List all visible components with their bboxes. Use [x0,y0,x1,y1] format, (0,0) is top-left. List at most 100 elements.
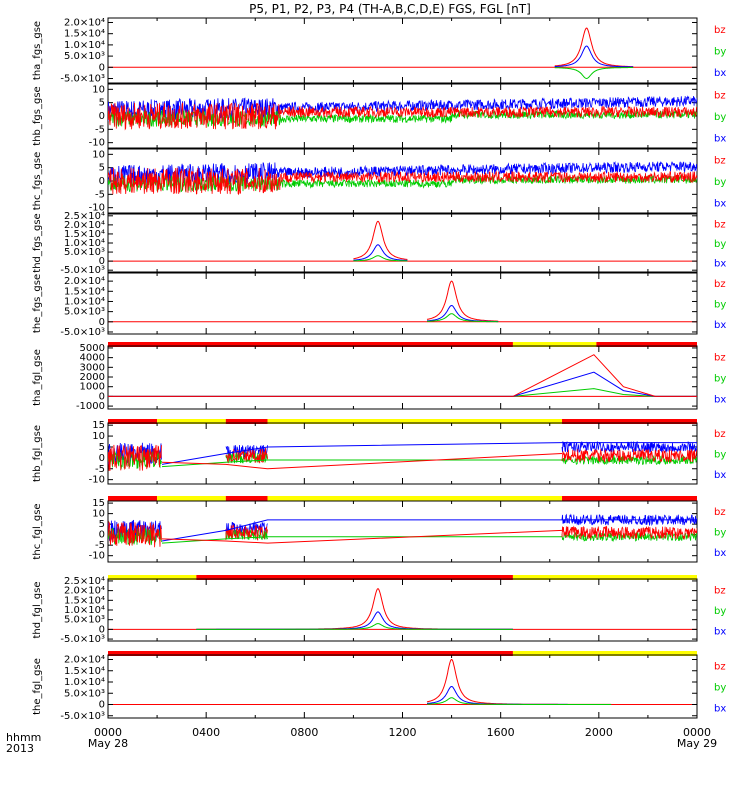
series-by [554,67,634,80]
y-tick-label: -5 [95,189,105,200]
series-bx [108,442,162,465]
panel-data [108,95,697,131]
series-bz [108,354,697,397]
panel-ylabel: thb_fgs_gse [32,86,43,145]
legend-bx: bx [714,320,726,331]
time-axis-date-right: May 29 [677,737,717,750]
y-tick-label: 10 [92,149,105,160]
series-bz [353,220,408,260]
series-bx [561,513,697,527]
panel-ylabel: tha_fgs_gse [32,21,43,80]
y-tick-label: 3000 [80,362,105,373]
y-tick-label: 0 [99,700,105,711]
y-tick-label: -5.0×10³ [60,711,105,722]
series-bx [427,685,612,705]
legend-by: by [714,177,726,188]
panel-ylabel: thd_fgl_gse [32,582,43,639]
series-bz [554,27,634,68]
x-tick-label: 0000 [94,726,122,739]
y-tick-label: 5 [99,442,105,453]
y-tick-label: -5 [95,464,105,475]
legend-bx: bx [714,198,726,209]
panel-data [353,220,408,262]
legend-bx: bx [714,548,726,559]
y-tick-label: -5 [95,540,105,551]
y-tick-label: 5 [99,519,105,530]
panel-ylabel: the_fgl_gse [32,658,43,715]
series-bz [225,524,268,541]
y-tick-label: 0 [99,111,105,122]
y-tick-label: 10 [92,431,105,442]
panel-ylabel: thb_fgl_gse [32,425,43,482]
x-tick-label: 0800 [290,726,318,739]
series-by [561,531,697,543]
y-tick-label: -5.0×10³ [60,327,105,338]
y-tick-label: 1.5×10⁴ [64,595,105,606]
y-tick-label: 1.5×10⁴ [64,666,105,677]
legend-bz: bz [714,156,726,167]
series-bz [561,449,697,463]
panel-data [108,440,697,471]
status-bar-segment [108,419,158,424]
legend-by: by [714,683,726,694]
status-bar-thb-fgl-gse [108,419,697,424]
series-by [353,255,408,262]
panel-thc-fgs-gse: -10 -5 0 5 10 thc_fgs_gse bz by bx [32,148,726,214]
y-tick-label: 2.0×10⁴ [64,17,105,28]
series-by [196,623,513,630]
series-bx [353,244,408,261]
legend-by: by [714,450,726,461]
status-bar-segment [196,575,513,580]
panel-frame [107,654,698,719]
time-axis: hhmm 2013 May 28 May 29 0000 0400 0800 1200… [6,726,717,755]
panel-frame [107,272,698,335]
legend-bz: bz [714,91,726,102]
y-tick-label: -10 [89,475,105,486]
legend-bx: bx [714,68,726,79]
y-tick-label: -10 [89,551,105,562]
y-tick-label: 5.0×10³ [64,688,105,699]
status-bar-the-fgl-gse [108,651,697,656]
gap-line-bz [161,453,563,470]
y-tick-label: 1.5×10⁴ [64,286,105,297]
y-tick-label: 4000 [80,353,105,364]
legend-bx: bx [714,133,726,144]
status-bar-segment [157,496,226,501]
y-tick-label: 5.0×10³ [64,615,105,626]
legend-bz: bz [714,220,726,231]
legend-by: by [714,374,726,385]
y-tick-label: 5.0×10³ [64,51,105,62]
panel-data [108,160,697,196]
panel-data [196,588,513,630]
panel-data [426,658,612,705]
series-bx [108,160,697,186]
status-bar-segment [267,496,563,501]
y-tick-label: 1.5×10⁴ [64,29,105,40]
y-tick-label: 2.0×10⁴ [64,586,105,597]
y-tick-label: 1000 [80,382,105,393]
series-by [427,697,612,705]
gap-line-bz [161,529,563,544]
y-tick-label: 10 [92,509,105,520]
panel-data [426,280,499,323]
panel-ylabel: thc_fgs_gse [32,152,43,211]
y-tick-label: 2.0×10⁴ [64,276,105,287]
y-tick-label: 5.0×10³ [64,247,105,258]
y-tick-label: 10 [92,84,105,95]
legend-bz: bz [714,429,726,440]
x-tick-label: 0400 [192,726,220,739]
y-tick-label: 2.0×10⁴ [64,220,105,231]
y-tick-label: 0 [99,530,105,541]
series-bz [108,167,697,196]
series-bx [108,95,697,122]
series-bz [196,588,513,630]
status-bar-segment [267,419,563,424]
y-tick-label: -10 [89,138,105,149]
gap-line-by [161,536,562,544]
status-bar-segment [108,651,513,656]
status-bar-segment [562,496,697,501]
